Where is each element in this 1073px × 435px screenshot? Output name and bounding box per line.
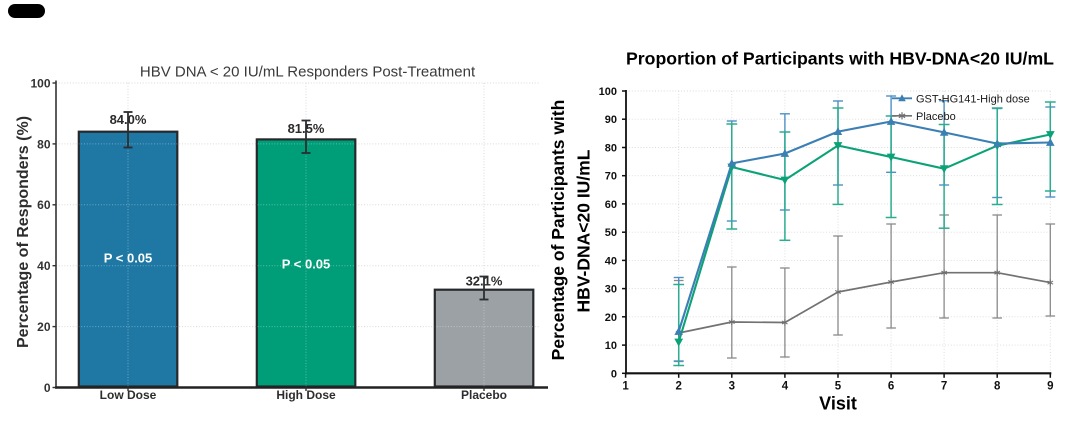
svg-text:0: 0 (44, 381, 51, 395)
svg-text:HBV-DNA<20 IU/mL: HBV-DNA<20 IU/mL (574, 149, 594, 312)
svg-text:60: 60 (37, 198, 51, 212)
svg-text:Percentage of Participants wit: Percentage of Participants with (548, 100, 568, 361)
svg-text:Placebo: Placebo (916, 111, 956, 123)
svg-text:GST-HG141-High dose: GST-HG141-High dose (916, 93, 1030, 105)
svg-text:40: 40 (37, 259, 51, 273)
svg-text:3: 3 (729, 381, 735, 393)
svg-text:0: 0 (611, 368, 617, 380)
svg-text:30: 30 (605, 284, 617, 296)
svg-text:60: 60 (605, 199, 617, 211)
svg-text:40: 40 (605, 255, 617, 267)
svg-text:9: 9 (1047, 381, 1053, 393)
svg-text:50: 50 (605, 227, 617, 239)
svg-text:High Dose: High Dose (276, 388, 336, 402)
svg-text:Visit: Visit (819, 394, 857, 414)
svg-text:Proportion of Participants wit: Proportion of Participants with HBV-DNA<… (626, 49, 1054, 69)
svg-text:Percentage of Responders (%): Percentage of Responders (%) (15, 116, 32, 348)
svg-text:100: 100 (599, 86, 617, 98)
svg-text:2: 2 (675, 381, 681, 393)
svg-text:80: 80 (605, 143, 617, 155)
svg-text:P < 0.05: P < 0.05 (104, 251, 153, 266)
svg-text:20: 20 (37, 320, 51, 334)
svg-text:80: 80 (37, 137, 51, 151)
svg-text:7: 7 (941, 381, 947, 393)
svg-text:84.0%: 84.0% (110, 112, 147, 127)
svg-text:90: 90 (605, 114, 617, 126)
svg-text:6: 6 (888, 381, 894, 393)
svg-text:Low Dose: Low Dose (100, 388, 157, 402)
svg-text:70: 70 (605, 171, 617, 183)
svg-text:10: 10 (605, 340, 617, 352)
svg-text:5: 5 (835, 381, 842, 393)
svg-text:32.1%: 32.1% (466, 274, 503, 289)
svg-text:P < 0.05: P < 0.05 (282, 257, 331, 272)
svg-text:81.5%: 81.5% (288, 121, 325, 136)
svg-text:8: 8 (994, 381, 1001, 393)
svg-text:Placebo: Placebo (461, 388, 507, 402)
svg-text:4: 4 (782, 381, 789, 393)
svg-text:1: 1 (622, 381, 629, 393)
svg-text:HBV DNA < 20 IU/mL Responders: HBV DNA < 20 IU/mL Responders Post-Treat… (140, 64, 476, 81)
svg-text:20: 20 (605, 312, 617, 324)
svg-text:100: 100 (30, 76, 50, 90)
